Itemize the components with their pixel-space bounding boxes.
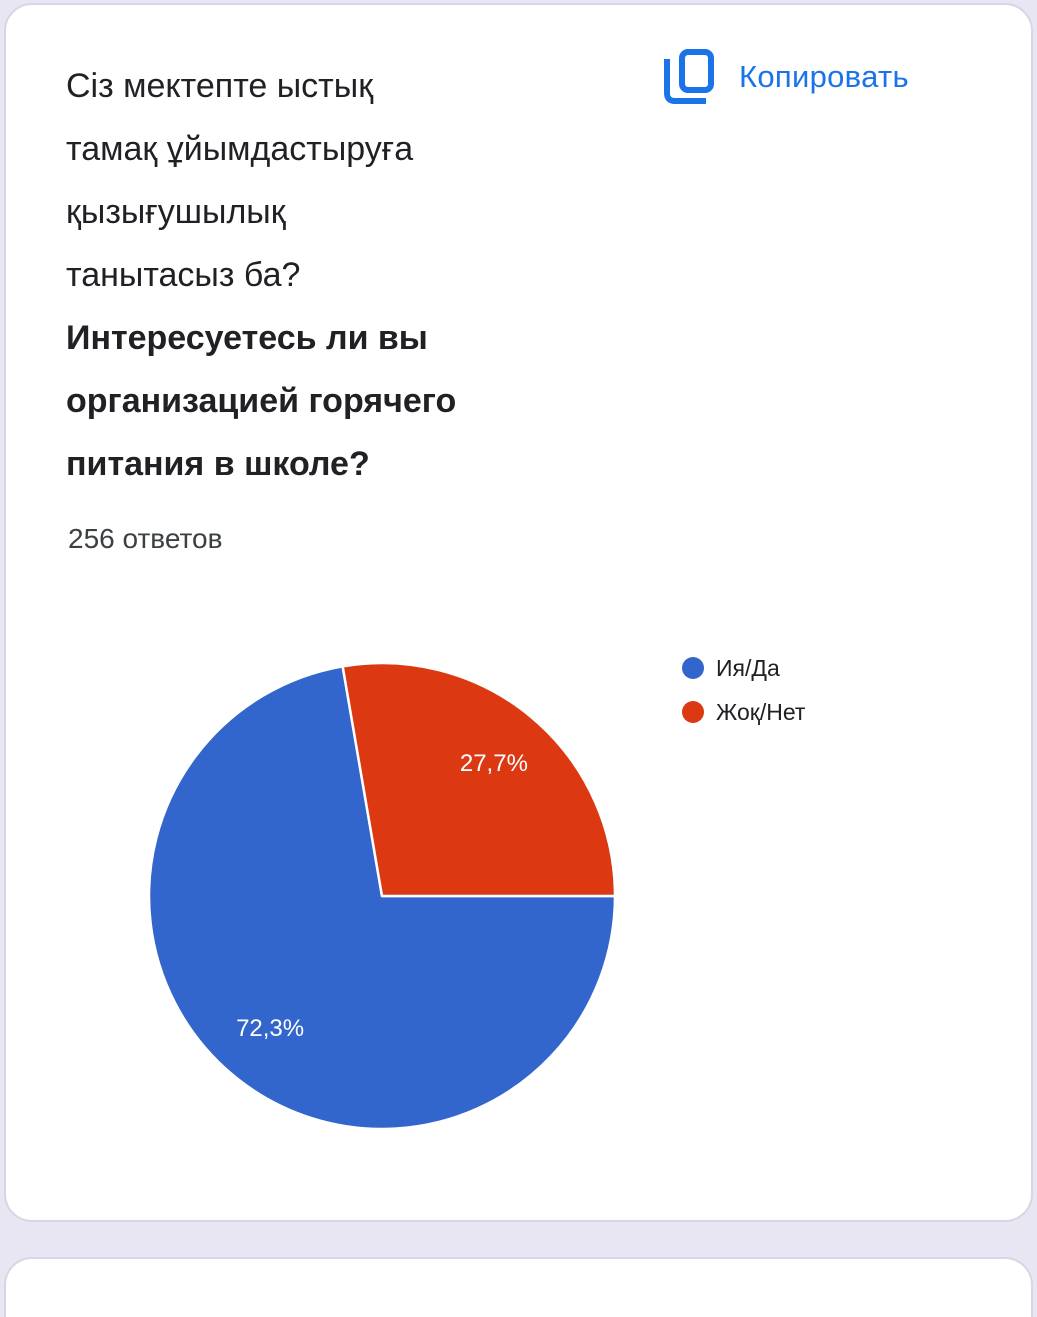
pie-chart: 72,3% 27,7%	[147, 661, 617, 1131]
question-result-card: Сіз мектепте ыстық тамақ ұйымдастыруға қыз…	[4, 3, 1033, 1222]
pie-slice-label-0: 72,3%	[236, 1015, 304, 1042]
legend-item: Ия/Да	[682, 646, 805, 690]
legend-item: Жоқ/Нет	[682, 690, 805, 734]
legend-swatch-icon	[682, 657, 704, 679]
question-line: Сіз мектепте ыстық	[66, 67, 374, 105]
pie-slice-0[interactable]	[147, 665, 617, 1131]
question-line: Интересуетесь ли вы	[66, 319, 428, 357]
copy-button-label: Копировать	[739, 59, 909, 94]
question-line: танытасыз ба?	[66, 256, 301, 294]
copy-icon	[664, 49, 714, 104]
legend-label: Жоқ/Нет	[716, 698, 806, 725]
pie-slice-label-1: 27,7%	[460, 750, 528, 777]
responses-count: 256 ответов	[68, 523, 223, 554]
legend-label: Ия/Да	[716, 654, 780, 681]
question-line: тамақ ұйымдастыруға	[66, 130, 414, 168]
question-line: организацией горячего	[66, 382, 457, 420]
next-card-partial	[4, 1257, 1033, 1317]
question-line: қызығушылық	[66, 193, 286, 231]
chart-legend: Ия/Да Жоқ/Нет	[682, 646, 805, 734]
question-text: Сіз мектепте ыстық тамақ ұйымдастыруға қыз…	[66, 55, 646, 496]
legend-swatch-icon	[682, 701, 704, 723]
pie-slice-1[interactable]	[341, 661, 617, 898]
question-line: питания в школе?	[66, 445, 370, 483]
copy-button[interactable]: Копировать	[664, 49, 909, 105]
